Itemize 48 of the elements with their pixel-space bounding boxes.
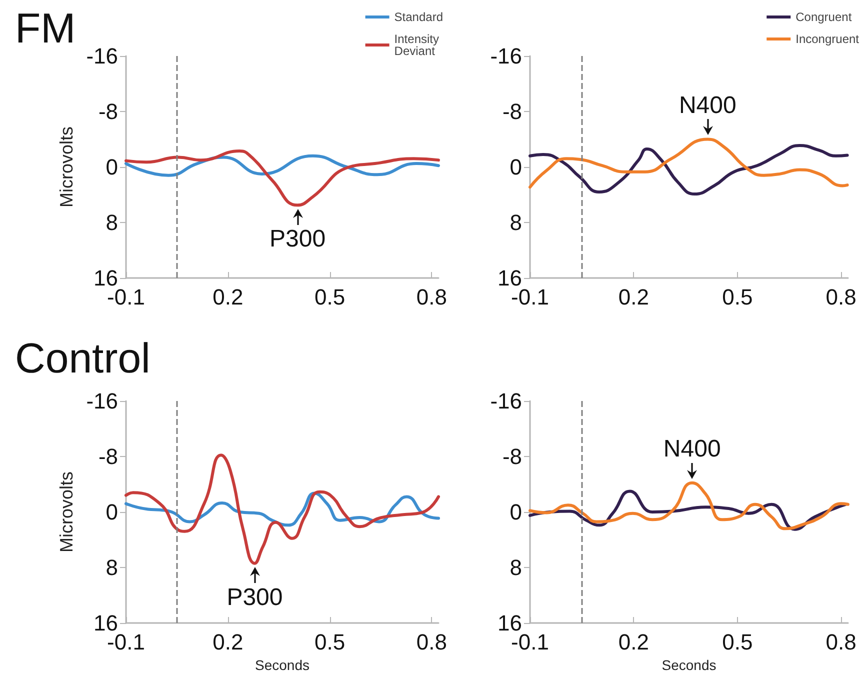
x-tick-label: 0.2 [212,630,244,654]
x-tick-label: 0.5 [314,630,346,654]
y-tick-label: -16 [86,388,118,414]
y-tick-label: 0 [510,500,522,524]
x-tick-label: 0.2 [618,284,649,310]
legend-label: Congruent [796,10,852,24]
x-tick-label: 0.2 [212,284,244,310]
x-tick-label: 0.8 [416,630,448,654]
y-tick-label: -8 [98,99,118,124]
y-tick-label: -16 [86,44,118,68]
y-axis-title: Microvolts [56,126,76,208]
x-axis-title: Seconds [662,656,716,673]
x-tick-label: 0.8 [416,284,448,310]
line-series [124,150,440,207]
annotation: P300 [270,226,326,253]
y-tick-label: 8 [106,555,118,580]
annotation: N400 [663,435,721,462]
line-series [528,138,849,189]
legend-label: Incongruent [796,32,860,46]
x-tick-label: 0.2 [618,630,649,654]
annotation: N400 [678,92,736,119]
x-tick-label: 0.5 [722,630,753,654]
y-tick-label: 0 [510,154,522,180]
y-tick-label: 0 [106,500,118,524]
x-tick-label: 0.8 [826,284,856,310]
y-tick-label: 8 [510,210,522,235]
y-tick-label: 8 [510,555,522,580]
line-series [124,154,440,177]
y-tick-label: -16 [490,44,522,68]
y-axis-title: Microvolts [56,471,76,553]
y-tick-label: 8 [106,210,118,235]
y-tick-label: 0 [106,154,118,180]
line-series [528,481,850,530]
y-tick-label: -8 [98,444,118,469]
y-tick-label: -16 [490,388,522,414]
x-tick-label: 0.8 [826,630,856,654]
y-tick-label: -8 [502,444,522,469]
y-tick-label: -8 [502,99,522,124]
line-series [528,144,849,196]
legend-label: Intensity Deviant [394,32,442,58]
legend-label: Standard [394,10,443,24]
chart-title: FM [15,4,76,52]
x-axis-title: Seconds [255,656,310,673]
chart-title: Control [15,334,150,382]
x-tick-label: 0.5 [722,284,753,310]
x-tick-label: 0.5 [314,284,346,310]
line-series [124,454,440,565]
annotation: P300 [226,584,283,611]
